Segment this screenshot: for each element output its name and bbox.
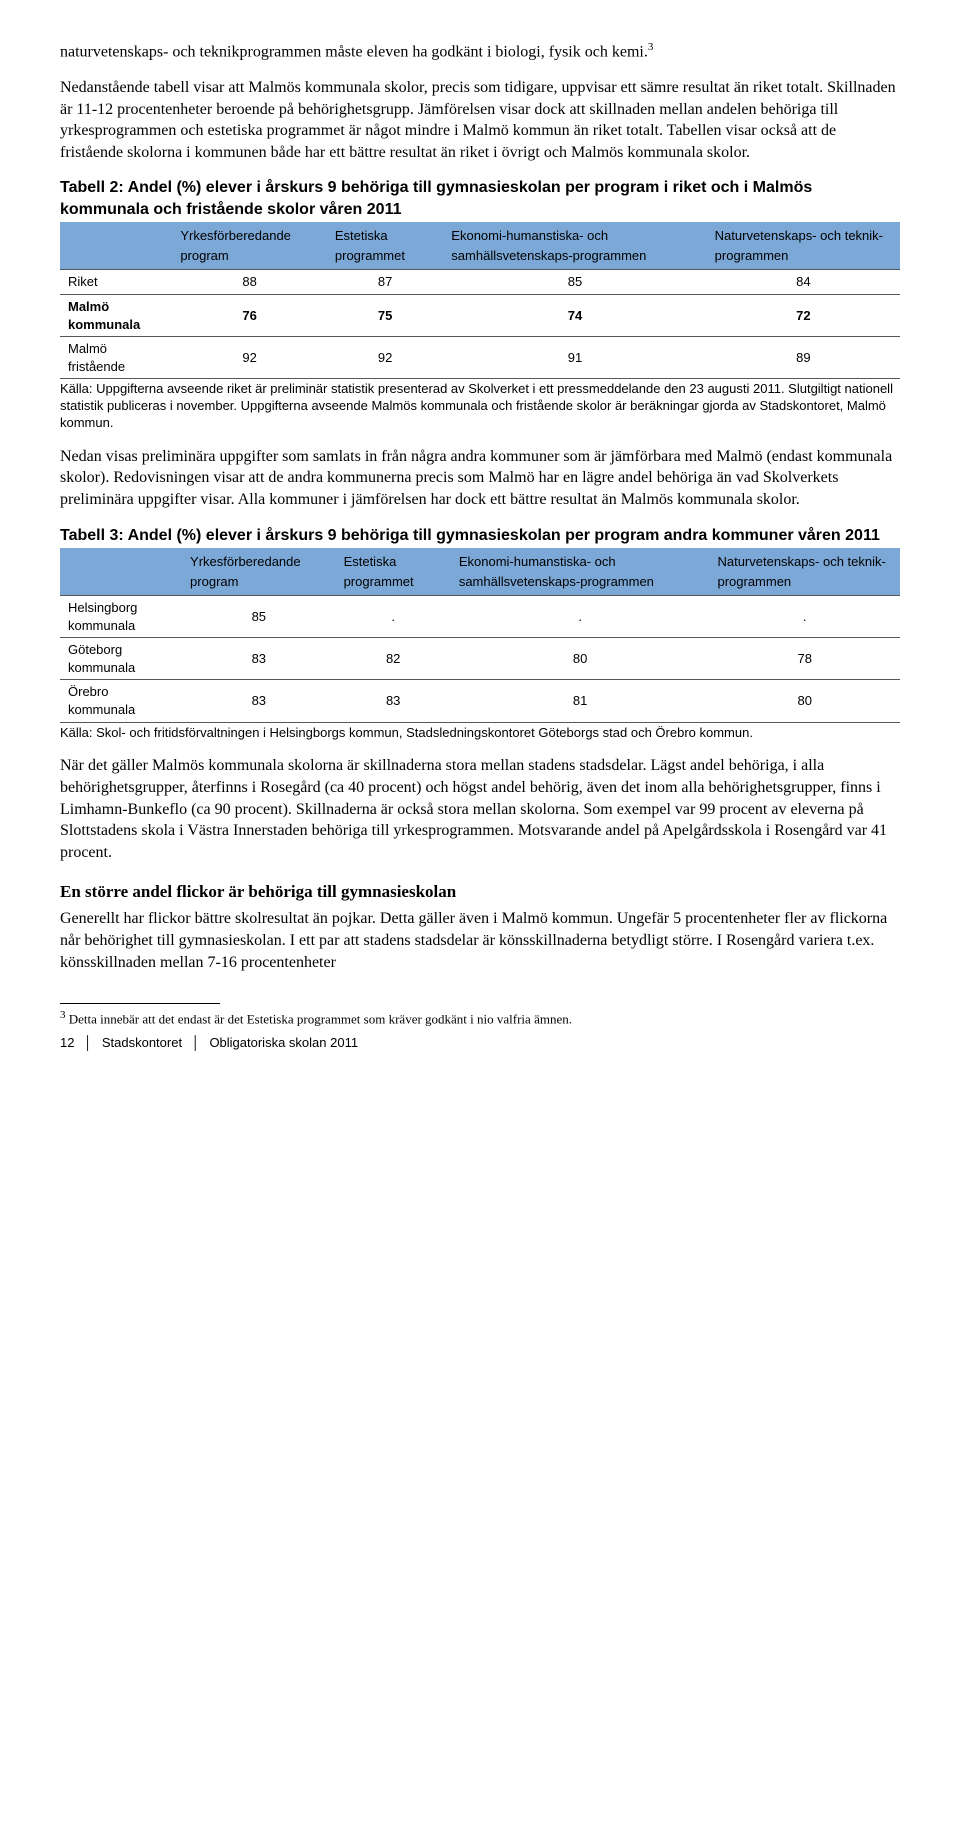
table2-header-row: Yrkesförberedande program Estetiska prog… (60, 222, 900, 270)
footnote-text: Detta innebär att det endast är det Este… (66, 1011, 572, 1026)
row-label: Malmö fristående (60, 337, 172, 379)
row-value: 85 (182, 596, 336, 638)
table3-header-row: Yrkesförberedande program Estetiska prog… (60, 548, 900, 596)
row-label: Helsingborg kommunala (60, 596, 182, 638)
row-value: 92 (327, 337, 443, 379)
row-value: 78 (709, 638, 900, 680)
row-value: 75 (327, 295, 443, 337)
row-value: . (336, 596, 451, 638)
subheading: En större andel flickor är behöriga till… (60, 881, 900, 904)
footer-org: Stadskontoret (102, 1035, 182, 1050)
row-value: 85 (443, 270, 706, 295)
table-row: Malmö kommunala76757472 (60, 295, 900, 337)
row-value: 84 (707, 270, 900, 295)
body-paragraph-1: naturvetenskaps- och teknikprogrammen må… (60, 40, 900, 63)
row-value: 80 (709, 680, 900, 722)
table2: Yrkesförberedande program Estetiska prog… (60, 222, 900, 379)
row-value: 82 (336, 638, 451, 680)
footnote-separator (60, 1003, 220, 1004)
row-value: 83 (182, 638, 336, 680)
para1-text: naturvetenskaps- och teknikprogrammen må… (60, 43, 648, 60)
table3-source: Källa: Skol- och fritidsförvaltningen i … (60, 725, 900, 742)
row-value: 81 (451, 680, 710, 722)
page-number: 12 (60, 1035, 74, 1050)
table-row: Helsingborg kommunala85... (60, 596, 900, 638)
row-value: 92 (172, 337, 327, 379)
row-value: 87 (327, 270, 443, 295)
row-value: . (709, 596, 900, 638)
table3-col4: Naturvetenskaps- och teknik-programmen (709, 548, 900, 596)
table2-col4: Naturvetenskaps- och teknik-programmen (707, 222, 900, 270)
table-row: Malmö fristående92929189 (60, 337, 900, 379)
table2-col0 (60, 222, 172, 270)
body-paragraph-5: Generellt har flickor bättre skolresulta… (60, 908, 900, 973)
page-footer: 12 │ Stadskontoret │ Obligatoriska skola… (60, 1034, 900, 1052)
row-value: . (451, 596, 710, 638)
table2-col3: Ekonomi-humanstiska- och samhällsvetensk… (443, 222, 706, 270)
row-label: Göteborg kommunala (60, 638, 182, 680)
table-row: Göteborg kommunala83828078 (60, 638, 900, 680)
footnote-ref: 3 (648, 41, 654, 53)
table3-col3: Ekonomi-humanstiska- och samhällsvetensk… (451, 548, 710, 596)
row-label: Malmö kommunala (60, 295, 172, 337)
footer-separator-icon: │ (84, 1035, 92, 1050)
row-value: 83 (182, 680, 336, 722)
row-value: 76 (172, 295, 327, 337)
table-row: Riket88878584 (60, 270, 900, 295)
footer-separator-icon: │ (192, 1035, 200, 1050)
row-value: 72 (707, 295, 900, 337)
row-label: Örebro kommunala (60, 680, 182, 722)
body-paragraph-2: Nedanstående tabell visar att Malmös kom… (60, 77, 900, 163)
table3-col0 (60, 548, 182, 596)
footnote: 3 Detta innebär att det endast är det Es… (60, 1008, 900, 1028)
table3-title: Tabell 3: Andel (%) elever i årskurs 9 b… (60, 525, 900, 547)
row-value: 89 (707, 337, 900, 379)
table2-col1: Yrkesförberedande program (172, 222, 327, 270)
table3: Yrkesförberedande program Estetiska prog… (60, 548, 900, 722)
row-value: 74 (443, 295, 706, 337)
table2-title: Tabell 2: Andel (%) elever i årskurs 9 b… (60, 177, 900, 220)
table-row: Örebro kommunala83838180 (60, 680, 900, 722)
row-value: 91 (443, 337, 706, 379)
body-paragraph-4: När det gäller Malmös kommunala skolorna… (60, 755, 900, 863)
table2-source: Källa: Uppgifterna avseende riket är pre… (60, 381, 900, 432)
row-value: 83 (336, 680, 451, 722)
body-paragraph-3: Nedan visas preliminära uppgifter som sa… (60, 446, 900, 511)
row-value: 88 (172, 270, 327, 295)
row-label: Riket (60, 270, 172, 295)
table2-col2: Estetiska programmet (327, 222, 443, 270)
table3-col2: Estetiska programmet (336, 548, 451, 596)
footer-doc: Obligatoriska skolan 2011 (209, 1035, 358, 1050)
table3-col1: Yrkesförberedande program (182, 548, 336, 596)
row-value: 80 (451, 638, 710, 680)
